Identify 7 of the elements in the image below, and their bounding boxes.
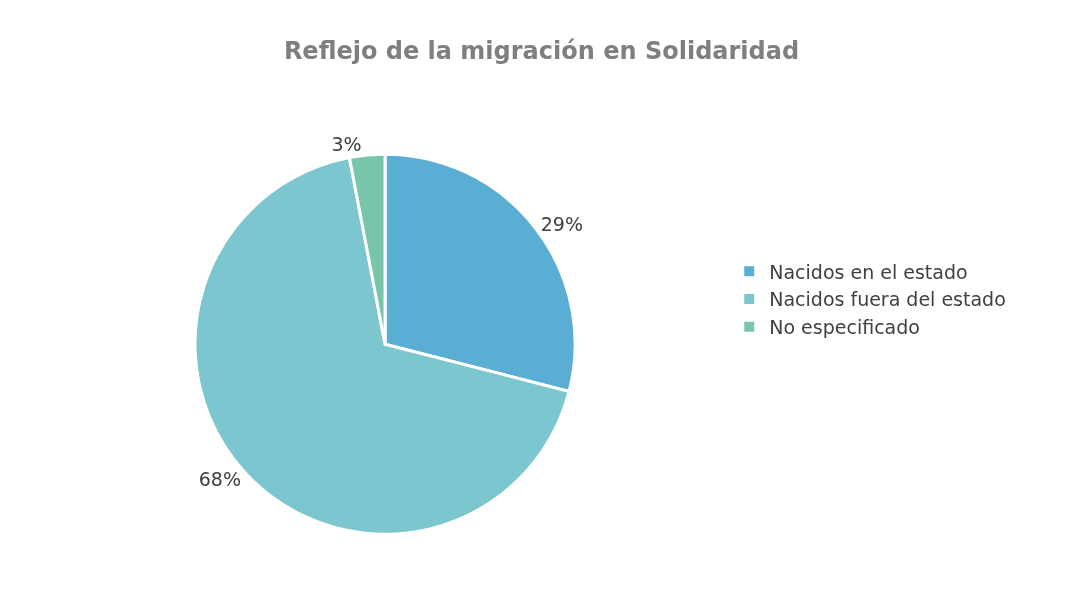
data-label: 29% (540, 212, 583, 235)
data-label: 68% (198, 468, 241, 491)
legend-label: No especificado (769, 316, 920, 339)
data-label: 3% (331, 133, 362, 156)
legend-label: Nacidos fuera del estado (769, 288, 1006, 311)
legend-label: Nacidos en el estado (769, 260, 968, 283)
chart-title: Reflejo de la migración en Solidaridad (283, 36, 800, 65)
